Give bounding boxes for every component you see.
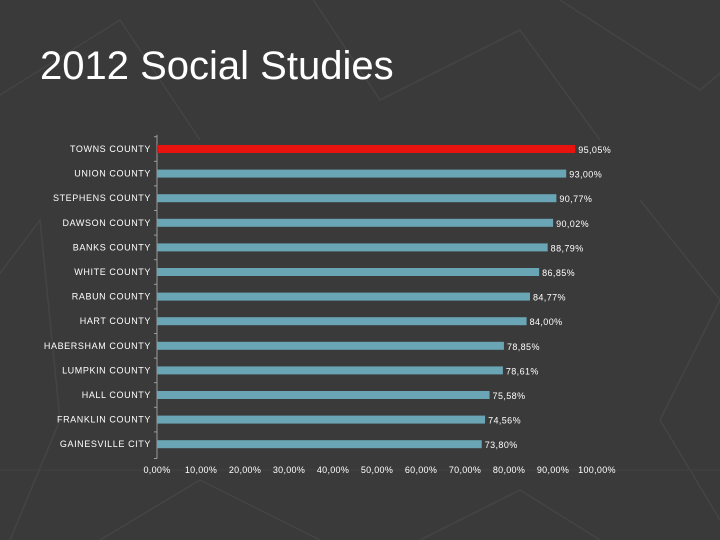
value-label: 78,61% [506,366,539,376]
value-label: 74,56% [488,416,521,426]
x-tick-label: 30,00% [273,465,305,475]
slide-title: 2012 Social Studies [40,44,394,88]
value-label: 78,85% [507,342,540,352]
bar [157,391,490,399]
bar [157,341,504,350]
value-label: 93,00% [569,170,602,180]
x-tick-label: 20,00% [229,465,261,475]
x-tick-label: 100,00% [578,465,616,475]
value-label: 73,80% [485,440,518,450]
value-label: 75,58% [493,391,526,401]
value-label: 86,85% [542,268,575,278]
x-tick-label: 90,00% [537,465,569,475]
bar [157,317,527,326]
bar [157,194,557,203]
x-tick-label: 0,00% [143,465,170,475]
category-label: HABERSHAM COUNTY [44,341,151,351]
bar [157,145,576,153]
value-label: 84,77% [533,293,566,303]
category-label: HALL COUNTY [82,390,151,400]
category-label: TOWNS COUNTY [70,144,151,154]
bar [157,243,548,252]
value-label: 90,77% [559,194,592,204]
value-label: 95,05% [578,145,611,155]
bar [157,268,540,276]
bar [157,440,482,449]
x-tick-label: 40,00% [317,465,349,475]
category-label: BANKS COUNTY [73,242,151,252]
category-label: HART COUNTY [80,316,151,326]
value-label: 90,02% [556,219,589,229]
bar [157,292,530,301]
category-label: WHITE COUNTY [74,267,151,277]
bar [157,366,503,375]
x-tick-label: 50,00% [361,465,393,475]
category-label: STEPHENS COUNTY [53,193,151,203]
bar [157,415,486,424]
category-label: GAINESVILLE CITY [60,439,151,449]
value-label: 88,79% [551,243,584,253]
category-label: FRANKLIN COUNTY [57,415,151,425]
bar [157,169,567,178]
x-tick-label: 80,00% [493,465,525,475]
value-label: 84,00% [530,317,563,327]
category-label: RABUN COUNTY [72,292,151,302]
category-label: DAWSON COUNTY [63,218,151,228]
category-label: UNION COUNTY [74,169,151,179]
x-tick-label: 60,00% [405,465,437,475]
x-tick-label: 70,00% [449,465,481,475]
bar [157,218,554,227]
x-tick-label: 10,00% [185,465,217,475]
category-label: LUMPKIN COUNTY [62,365,151,375]
